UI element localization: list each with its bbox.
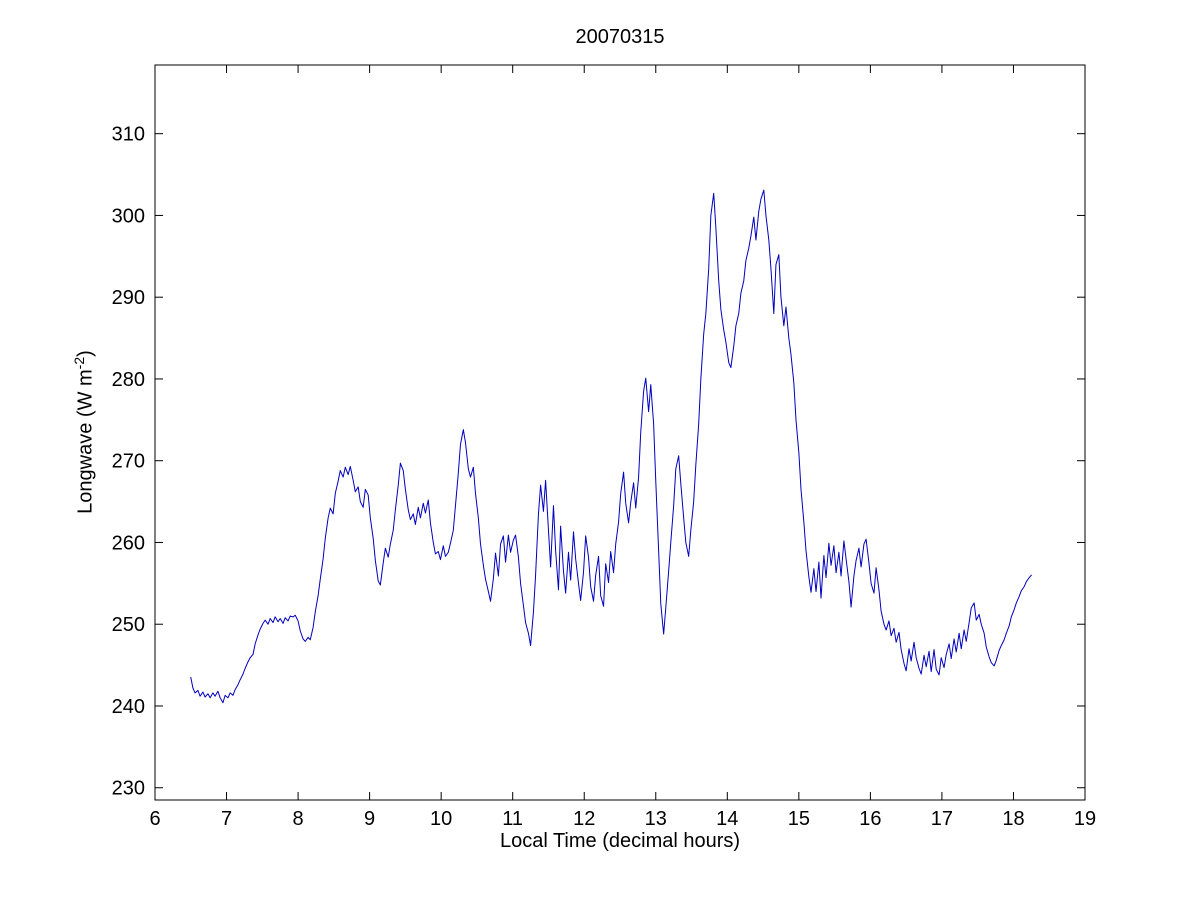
y-axis-label-close: ) bbox=[74, 350, 97, 357]
y-tick-label: 290 bbox=[112, 287, 145, 309]
axes-box bbox=[154, 64, 1086, 801]
x-tick-label: 9 bbox=[364, 808, 375, 830]
y-tick-label: 240 bbox=[112, 696, 145, 718]
x-tick-label: 14 bbox=[716, 808, 738, 830]
longwave-series-line bbox=[190, 189, 1032, 704]
x-tick-label: 16 bbox=[859, 808, 881, 830]
x-tick-label: 15 bbox=[788, 808, 810, 830]
y-axis-label: Longwave (W m-2) bbox=[71, 350, 98, 514]
y-tick-label: 310 bbox=[112, 124, 145, 146]
y-tick-label: 230 bbox=[112, 778, 145, 800]
x-tick-label: 19 bbox=[1074, 808, 1096, 830]
y-tick-label: 280 bbox=[112, 369, 145, 391]
x-tick-label: 11 bbox=[502, 808, 523, 830]
x-tick-label: 12 bbox=[573, 808, 595, 830]
y-axis-label-superscript: -2 bbox=[70, 356, 87, 370]
x-axis-label: Local Time (decimal hours) bbox=[499, 830, 741, 852]
x-tick-label: 6 bbox=[149, 808, 160, 830]
x-tick-label: 8 bbox=[293, 808, 304, 830]
x-tick-label: 7 bbox=[221, 808, 232, 830]
x-tick-label: 13 bbox=[645, 808, 667, 830]
y-tick-label: 250 bbox=[112, 614, 145, 636]
chart-title: 20070315 bbox=[575, 26, 665, 48]
y-tick-label: 300 bbox=[112, 205, 145, 227]
y-tick-label: 260 bbox=[112, 532, 145, 554]
y-axis-label-text: Longwave (W m bbox=[74, 369, 97, 514]
x-tick-label: 18 bbox=[1002, 808, 1024, 830]
x-tick-label: 10 bbox=[430, 808, 452, 830]
y-tick-label: 270 bbox=[112, 451, 145, 473]
x-tick-label: 17 bbox=[931, 808, 953, 830]
